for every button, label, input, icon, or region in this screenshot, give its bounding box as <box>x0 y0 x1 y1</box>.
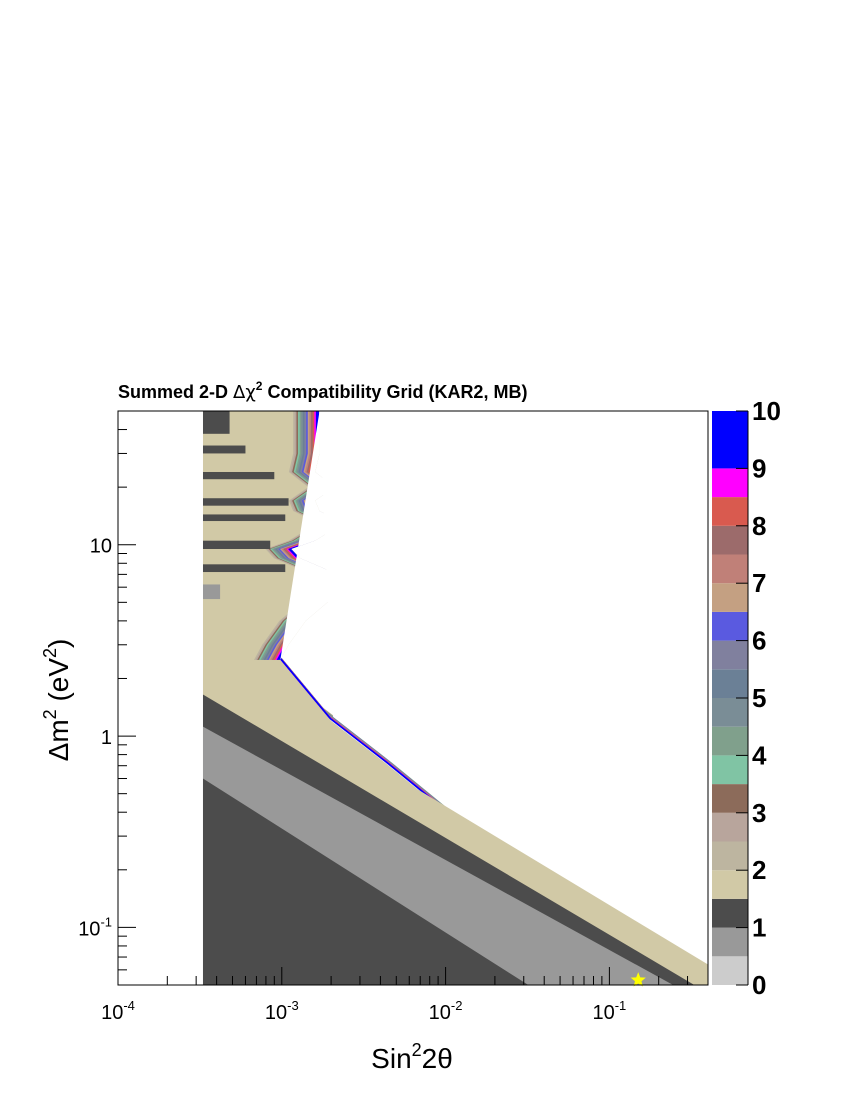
x-tick-label-base: 10 <box>101 1002 123 1024</box>
x-axis-label-sup: 2 <box>412 1040 422 1060</box>
colorbar-label: 2 <box>752 855 766 885</box>
colorbar-segment <box>712 927 748 957</box>
title-suffix: Compatibility Grid (KAR2, MB) <box>262 382 527 402</box>
y-axis-label-open: (eV <box>43 658 74 710</box>
x-tick-label-exp: -4 <box>123 998 135 1013</box>
colorbar-segment <box>712 726 748 756</box>
y-axis-label: Δm2 (eV2) <box>40 639 74 762</box>
colorbar-segment <box>712 497 748 526</box>
colorbar-label: 10 <box>752 396 781 426</box>
colorbar-label: 6 <box>752 626 766 656</box>
chart-title: Summed 2-D Δχ2 Compatibility Grid (KAR2,… <box>118 379 527 403</box>
colorbar-label: 0 <box>752 970 766 1000</box>
y-tick-label: 1 <box>101 727 112 749</box>
colorbar-label: 5 <box>752 683 766 713</box>
stripe-4 <box>202 514 286 522</box>
best-fit-star-marker <box>630 972 646 987</box>
stripe-3 <box>202 498 289 506</box>
y-tick-label-base: 10 <box>90 536 112 558</box>
y-tick-label-exp: -1 <box>100 914 112 929</box>
colorbar-segment <box>712 411 748 469</box>
colorbar-segment <box>712 554 748 584</box>
colorbar-segment <box>712 870 748 899</box>
y-tick-label-base: 1 <box>101 727 112 749</box>
x-axis-label: Sin22θ <box>371 1040 453 1074</box>
x-tick-label-base: 10 <box>265 1002 287 1024</box>
colorbar-label: 7 <box>752 568 766 598</box>
colorbar-label: 3 <box>752 798 766 828</box>
colorbar-segment <box>712 698 748 727</box>
x-tick-label: 10-1 <box>592 998 626 1024</box>
x-tick-label: 10-4 <box>101 998 135 1024</box>
x-tick-label-base: 10 <box>592 1002 614 1024</box>
region-no-data <box>118 411 203 985</box>
stripe-2 <box>202 471 275 480</box>
title-prefix: Summed 2-D <box>118 382 233 402</box>
stripe-6 <box>202 564 286 573</box>
colorbar-segment <box>712 583 748 612</box>
region-excluded <box>280 411 708 978</box>
stripe-1 <box>202 445 246 454</box>
y-tick-label: 10-1 <box>78 914 112 940</box>
plot-frame <box>117 410 709 986</box>
colorbar-label: 1 <box>752 913 766 943</box>
stripe-0 <box>202 411 230 434</box>
x-tick-label-exp: -2 <box>451 998 463 1013</box>
colorbar-segment <box>712 755 748 785</box>
y-tick-label: 10 <box>90 536 112 558</box>
x-tick-label-exp: -3 <box>287 998 299 1013</box>
y-axis-label-base: Δm <box>43 719 74 761</box>
colorbar-label: 9 <box>752 453 766 483</box>
x-axis-label-base: Sin <box>371 1043 411 1074</box>
y-axis-label-sup: 2 <box>40 709 60 719</box>
x-axis-label-tail: 2θ <box>422 1043 453 1074</box>
colorbar-segment <box>712 640 748 670</box>
colorbar-segment <box>712 669 748 698</box>
y-axis-label-close: ) <box>43 639 74 648</box>
x-tick-label-base: 10 <box>429 1002 451 1024</box>
colorbar-label: 4 <box>752 740 767 770</box>
title-symbol: Δχ <box>233 382 256 403</box>
heatmap-plot-area <box>118 411 708 987</box>
stripe-5 <box>202 540 271 549</box>
colorbar-segment <box>712 898 748 928</box>
x-tick-label: 10-2 <box>429 998 463 1024</box>
colorbar-segment <box>712 784 748 813</box>
colorbar-segment <box>712 468 748 498</box>
stripe-7 <box>202 584 221 600</box>
y-tick-label-base: 10 <box>78 918 100 940</box>
colorbar-segment <box>712 812 748 842</box>
colorbar-label: 8 <box>752 511 766 541</box>
y-axis-label-sup2: 2 <box>40 648 60 658</box>
colorbar-segment <box>712 841 748 871</box>
colorbar-segment <box>712 956 748 985</box>
colorbar: 0 1 2 3 4 5 6 7 8 9 10 <box>712 396 781 1000</box>
heatmap-cells <box>118 411 708 985</box>
title-sup: 2 <box>256 379 263 393</box>
colorbar-segment <box>712 525 748 555</box>
x-tick-label: 10-3 <box>265 998 299 1024</box>
colorbar-segment <box>712 611 748 641</box>
x-tick-label-exp: -1 <box>615 998 627 1013</box>
band-level-0 <box>202 778 708 985</box>
